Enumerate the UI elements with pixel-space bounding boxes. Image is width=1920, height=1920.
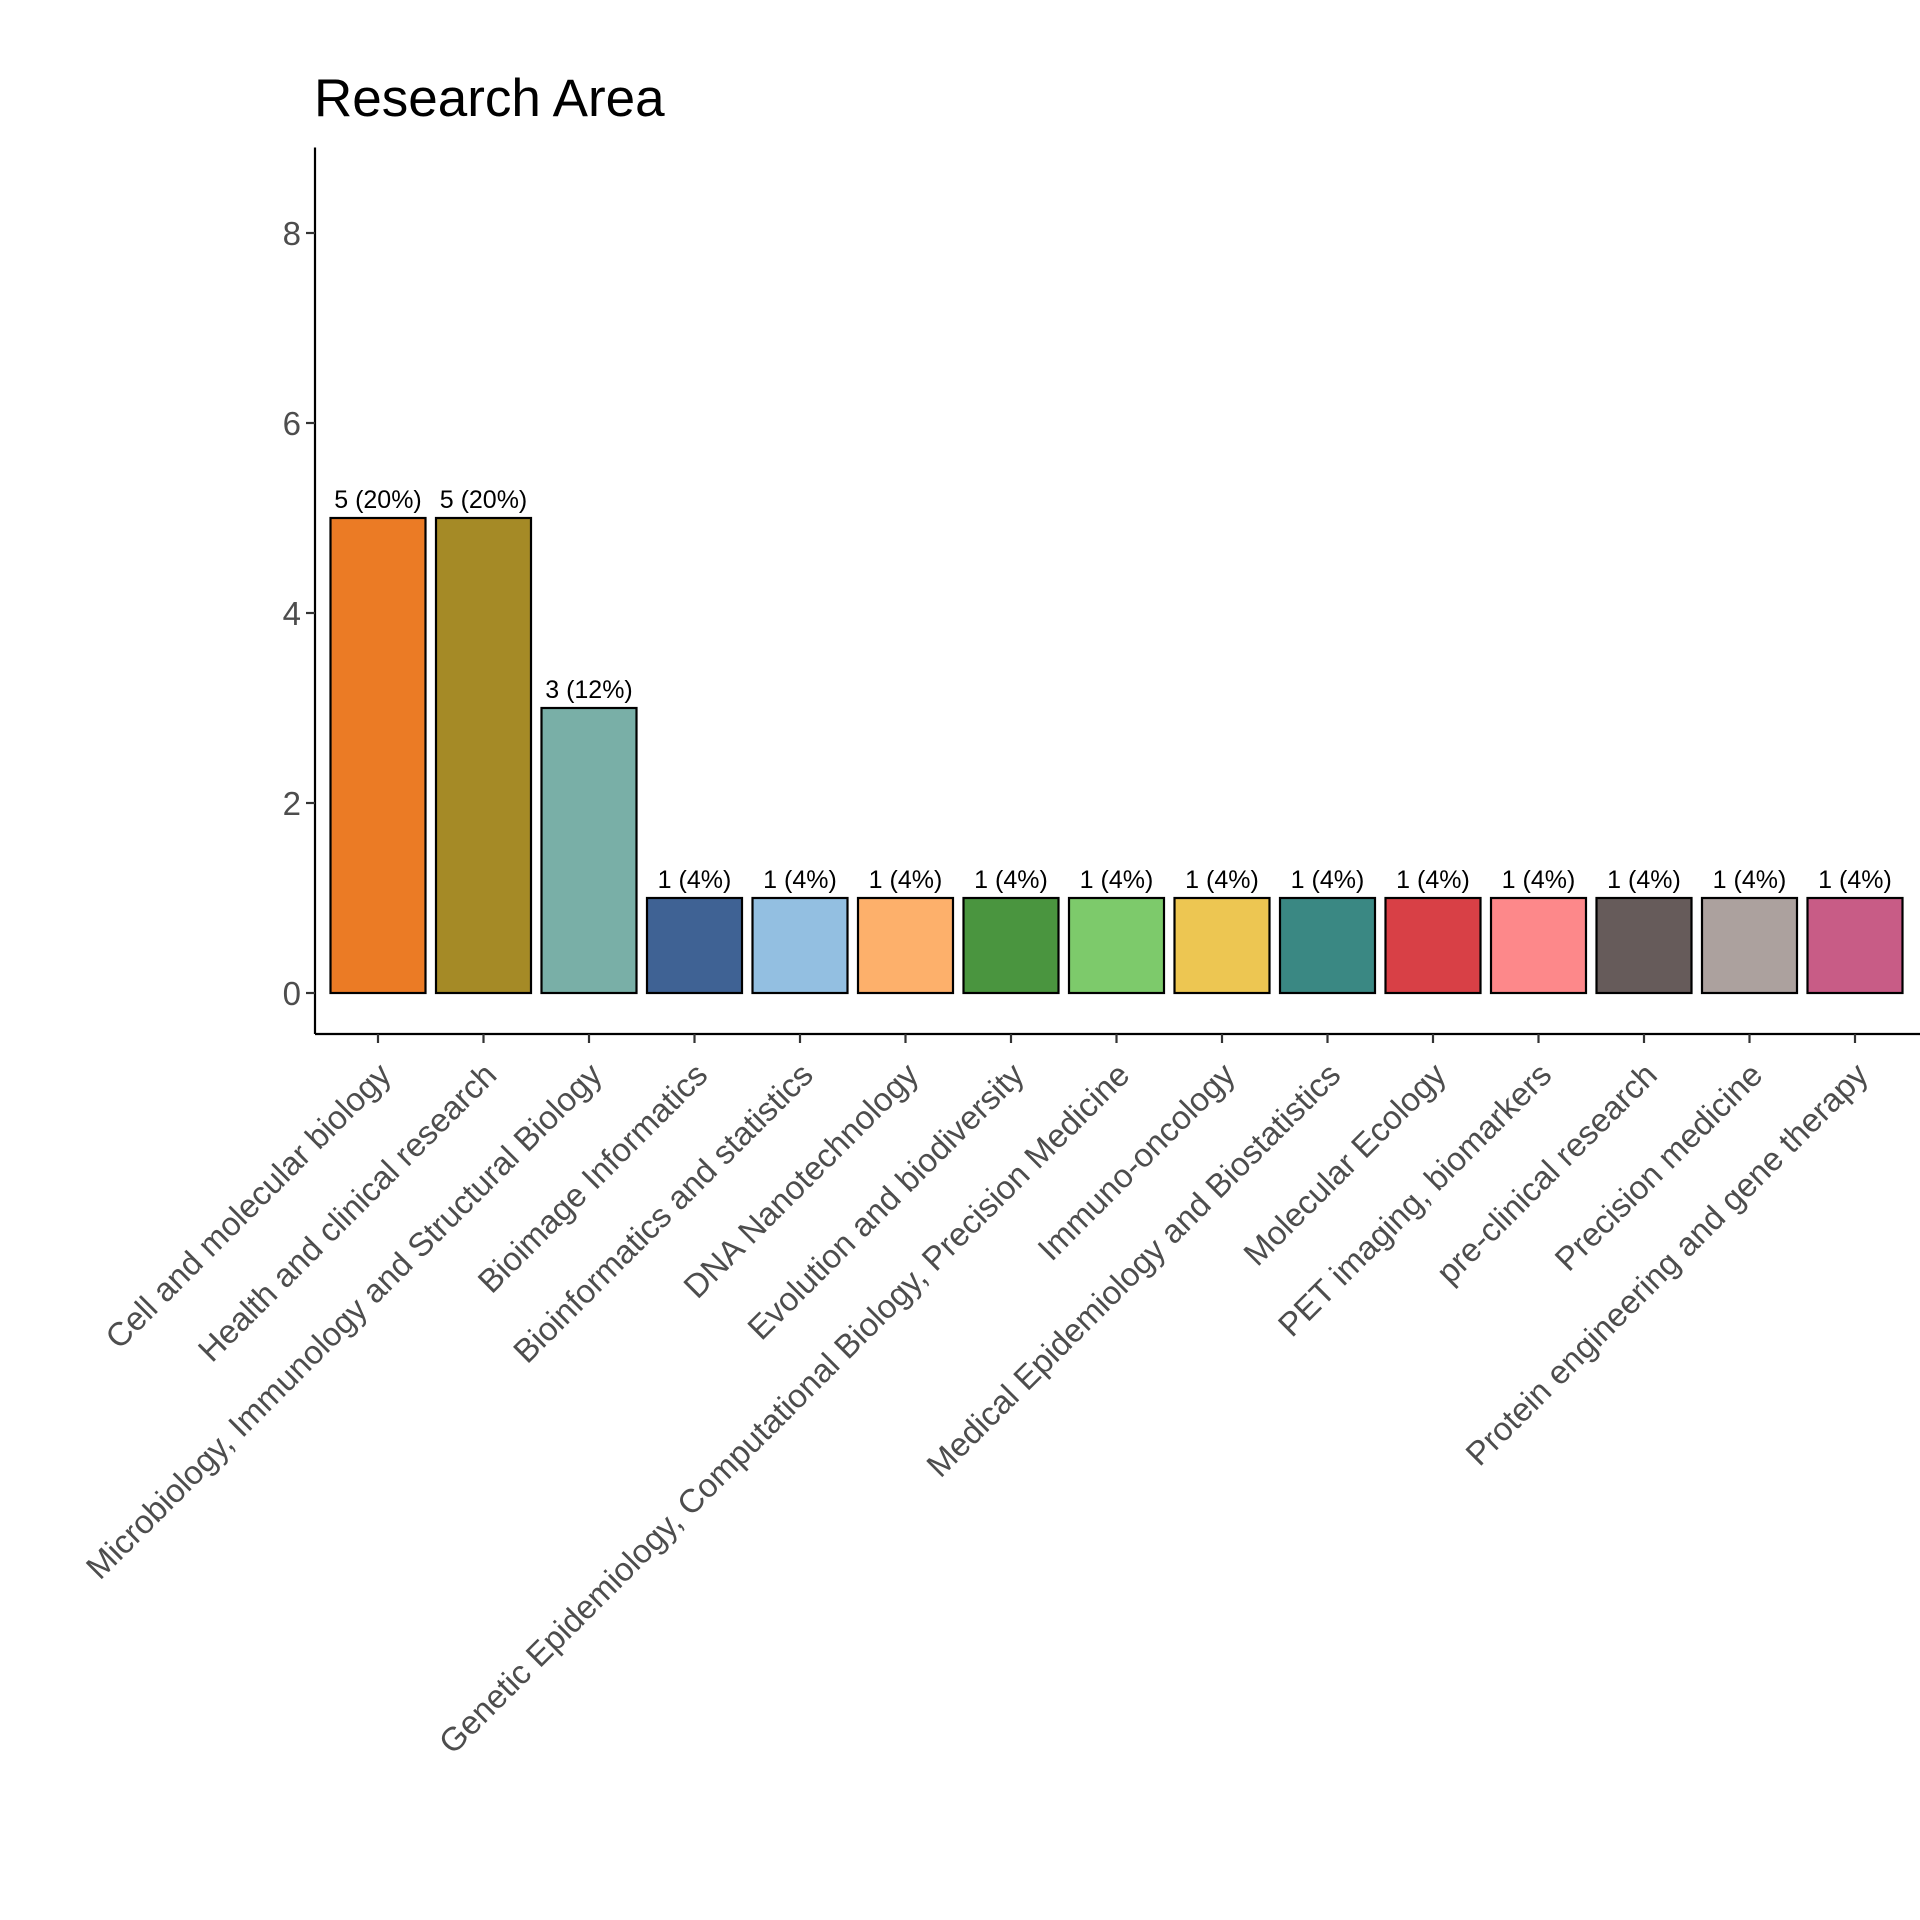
- bar-value-label: 1 (4%): [869, 866, 943, 894]
- bar-value-label: 3 (12%): [545, 676, 633, 704]
- bar-value-label: 1 (4%): [974, 866, 1048, 894]
- bar-value-label: 1 (4%): [1502, 866, 1576, 894]
- bar: [962, 896, 1060, 995]
- bar: [1806, 896, 1904, 995]
- y-tick-label: 4: [283, 595, 301, 632]
- bar: [329, 516, 427, 995]
- bar-value-label: 5 (20%): [334, 486, 422, 514]
- bar-value-label: 1 (4%): [1185, 866, 1259, 894]
- bar-value-label: 1 (4%): [1713, 866, 1787, 894]
- bar: [1173, 896, 1271, 995]
- data-labels: 5 (20%) 5 (20%) 3 (12%) 1 (4%) 1 (4%) 1 (4%) 1…: [334, 486, 1892, 894]
- bar: [856, 896, 955, 995]
- bar-value-label: 1 (4%): [1607, 866, 1681, 894]
- bar-value-label: 1 (4%): [1080, 866, 1154, 894]
- y-axis-ticks: 0 2 4 6 8: [283, 215, 315, 1012]
- bar: [1700, 896, 1799, 995]
- x-tick-label: Precision medicine: [1547, 1056, 1769, 1278]
- x-tick-label: Immuno-oncology: [1030, 1055, 1242, 1267]
- bar: [1595, 896, 1693, 995]
- y-tick-label: 0: [283, 975, 301, 1012]
- bar: [751, 896, 849, 995]
- x-tick-label: Genetic Epidemiology, Computational Biol…: [431, 1056, 1136, 1761]
- bar: [1489, 896, 1588, 995]
- bar-value-label: 1 (4%): [1818, 866, 1892, 894]
- y-tick-label: 8: [283, 215, 301, 252]
- bar-value-label: 1 (4%): [763, 866, 837, 894]
- bars: [329, 516, 1904, 995]
- bar: [645, 896, 744, 995]
- chart-title: Research Area: [314, 69, 665, 128]
- bar: [540, 706, 638, 995]
- y-tick-label: 2: [283, 785, 301, 822]
- bar-value-label: 1 (4%): [1396, 866, 1470, 894]
- x-tick-label: Molecular Ecology: [1236, 1055, 1453, 1272]
- bar: [1278, 896, 1377, 995]
- bar: [1384, 896, 1482, 995]
- bar-value-label: 1 (4%): [658, 866, 732, 894]
- bar-value-label: 1 (4%): [1291, 866, 1365, 894]
- bar-value-label: 5 (20%): [440, 486, 528, 514]
- bar: [434, 516, 533, 995]
- bar: [1067, 896, 1166, 995]
- y-tick-label: 6: [283, 405, 301, 442]
